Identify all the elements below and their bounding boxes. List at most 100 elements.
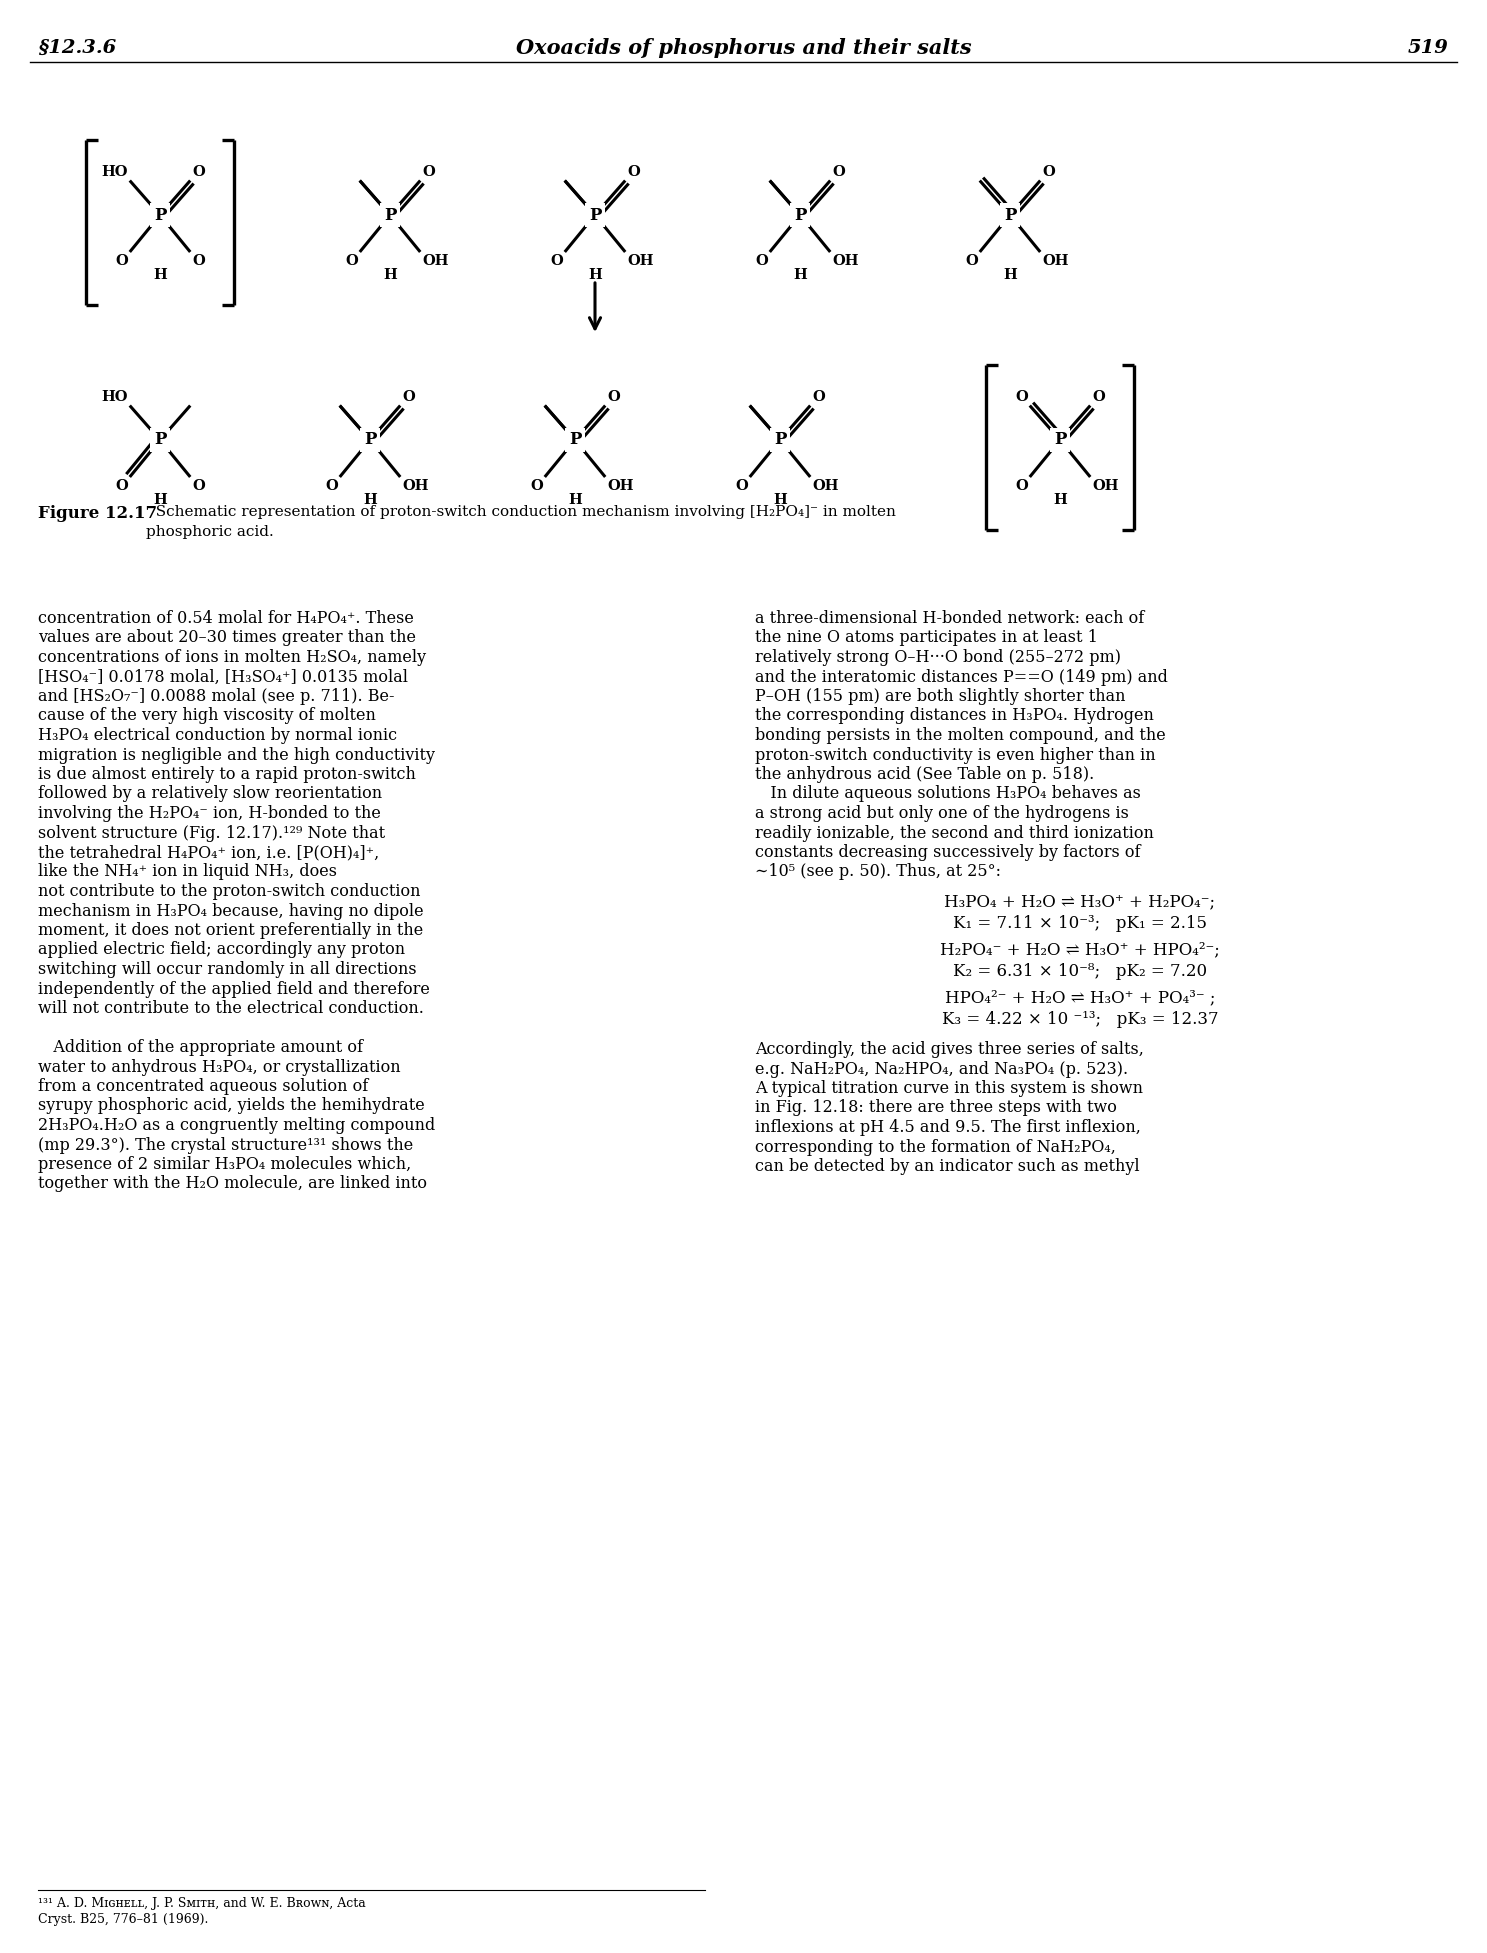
Text: (mp 29.3°). The crystal structure¹³¹ shows the: (mp 29.3°). The crystal structure¹³¹ sho…	[39, 1137, 413, 1154]
Text: OH: OH	[833, 254, 858, 268]
Text: P: P	[364, 432, 376, 449]
Text: HO: HO	[101, 164, 128, 178]
Text: will not contribute to the electrical conduction.: will not contribute to the electrical co…	[39, 1000, 424, 1018]
Text: applied electric field; accordingly any proton: applied electric field; accordingly any …	[39, 941, 404, 959]
Text: presence of 2 similar H₃PO₄ molecules which,: presence of 2 similar H₃PO₄ molecules wh…	[39, 1156, 412, 1174]
Text: OH: OH	[403, 478, 428, 492]
Text: O: O	[812, 389, 825, 404]
Text: O: O	[735, 478, 748, 492]
Text: In dilute aqueous solutions H₃PO₄ behaves as: In dilute aqueous solutions H₃PO₄ behave…	[755, 785, 1141, 803]
Text: and the interatomic distances P==O (149 pm) and: and the interatomic distances P==O (149 …	[755, 668, 1167, 686]
Text: [HSO₄⁻] 0.0178 molal, [H₃SO₄⁺] 0.0135 molal: [HSO₄⁻] 0.0178 molal, [H₃SO₄⁺] 0.0135 mo…	[39, 668, 407, 686]
Text: Figure 12.17: Figure 12.17	[39, 506, 158, 521]
Text: HPO₄²⁻ + H₂O ⇌ H₃O⁺ + PO₄³⁻ ;: HPO₄²⁻ + H₂O ⇌ H₃O⁺ + PO₄³⁻ ;	[944, 988, 1215, 1006]
Text: H₃PO₄ electrical conduction by normal ionic: H₃PO₄ electrical conduction by normal io…	[39, 727, 397, 744]
Text: H: H	[773, 492, 787, 508]
Text: concentration of 0.54 molal for H₄PO₄⁺. These: concentration of 0.54 molal for H₄PO₄⁺. …	[39, 609, 413, 627]
Text: H: H	[153, 492, 167, 508]
Text: H: H	[384, 268, 397, 281]
Text: OH: OH	[1093, 478, 1118, 492]
Text: H: H	[568, 492, 581, 508]
Text: OH: OH	[812, 478, 839, 492]
Text: H: H	[1053, 492, 1066, 508]
Text: not contribute to the proton-switch conduction: not contribute to the proton-switch cond…	[39, 883, 421, 900]
Text: followed by a relatively slow reorientation: followed by a relatively slow reorientat…	[39, 785, 382, 803]
Text: O: O	[965, 254, 978, 268]
Text: Accordingly, the acid gives three series of salts,: Accordingly, the acid gives three series…	[755, 1041, 1144, 1059]
Text: K₂ = 6.31 × 10⁻⁸;   pK₂ = 7.20: K₂ = 6.31 × 10⁻⁸; pK₂ = 7.20	[953, 963, 1207, 980]
Text: OH: OH	[628, 254, 654, 268]
Text: P: P	[153, 432, 167, 449]
Text: O: O	[755, 254, 767, 268]
Text: OH: OH	[607, 478, 633, 492]
Text: inflexions at pH 4.5 and 9.5. The first inflexion,: inflexions at pH 4.5 and 9.5. The first …	[755, 1119, 1141, 1137]
Text: P: P	[153, 207, 167, 223]
Text: can be detected by an indicator such as methyl: can be detected by an indicator such as …	[755, 1158, 1139, 1176]
Text: H₃PO₄ + H₂O ⇌ H₃O⁺ + H₂PO₄⁻;: H₃PO₄ + H₂O ⇌ H₃O⁺ + H₂PO₄⁻;	[944, 893, 1215, 910]
Text: O: O	[114, 254, 128, 268]
Text: moment, it does not orient preferentially in the: moment, it does not orient preferentiall…	[39, 922, 424, 939]
Text: proton-switch conductivity is even higher than in: proton-switch conductivity is even highe…	[755, 746, 1155, 764]
Text: H: H	[153, 268, 167, 281]
Text: OH: OH	[1042, 254, 1069, 268]
Text: is due almost entirely to a rapid proton-switch: is due almost entirely to a rapid proton…	[39, 766, 416, 783]
Text: from a concentrated aqueous solution of: from a concentrated aqueous solution of	[39, 1078, 369, 1096]
Text: OH: OH	[422, 254, 449, 268]
Text: O: O	[833, 164, 845, 178]
Text: P: P	[1004, 207, 1016, 223]
Text: H: H	[1004, 268, 1017, 281]
Text: constants decreasing successively by factors of: constants decreasing successively by fac…	[755, 844, 1141, 861]
Text: P: P	[794, 207, 806, 223]
Text: the tetrahedral H₄PO₄⁺ ion, i.e. [P(OH)₄]⁺,: the tetrahedral H₄PO₄⁺ ion, i.e. [P(OH)₄…	[39, 844, 379, 861]
Text: O: O	[607, 389, 620, 404]
Text: ¹³¹ A. D. Mɪɢʜᴇʟʟ, J. P. Sᴍɪᴛʜ, and W. E. Bʀᴏᴡɴ, Acta: ¹³¹ A. D. Mɪɢʜᴇʟʟ, J. P. Sᴍɪᴛʜ, and W. E…	[39, 1896, 366, 1910]
Text: Oxoacids of phosphorus and their salts: Oxoacids of phosphorus and their salts	[516, 37, 971, 59]
Text: P: P	[384, 207, 396, 223]
Text: K₃ = 4.22 × 10 ⁻¹³;   pK₃ = 12.37: K₃ = 4.22 × 10 ⁻¹³; pK₃ = 12.37	[941, 1012, 1218, 1027]
Text: O: O	[529, 478, 543, 492]
Text: O: O	[1016, 478, 1028, 492]
Text: A typical titration curve in this system is shown: A typical titration curve in this system…	[755, 1080, 1144, 1098]
Text: P: P	[570, 432, 581, 449]
Text: H: H	[363, 492, 376, 508]
Text: cause of the very high viscosity of molten: cause of the very high viscosity of molt…	[39, 707, 376, 725]
Text: relatively strong O–H···O bond (255–272 pm): relatively strong O–H···O bond (255–272 …	[755, 648, 1121, 666]
Text: 519: 519	[1408, 39, 1448, 57]
Text: involving the H₂PO₄⁻ ion, H-bonded to the: involving the H₂PO₄⁻ ion, H-bonded to th…	[39, 805, 381, 822]
Text: mechanism in H₃PO₄ because, having no dipole: mechanism in H₃PO₄ because, having no di…	[39, 902, 424, 920]
Text: a three-dimensional H-bonded network: each of: a three-dimensional H-bonded network: ea…	[755, 609, 1145, 627]
Text: like the NH₄⁺ ion in liquid NH₃, does: like the NH₄⁺ ion in liquid NH₃, does	[39, 863, 338, 881]
Text: H₂PO₄⁻ + H₂O ⇌ H₃O⁺ + HPO₄²⁻;: H₂PO₄⁻ + H₂O ⇌ H₃O⁺ + HPO₄²⁻;	[940, 941, 1219, 959]
Text: the anhydrous acid (See Table on p. 518).: the anhydrous acid (See Table on p. 518)…	[755, 766, 1094, 783]
Text: O: O	[326, 478, 338, 492]
Text: O: O	[192, 478, 205, 492]
Text: 2H₃PO₄.H₂O as a congruently melting compound: 2H₃PO₄.H₂O as a congruently melting comp…	[39, 1117, 436, 1135]
Text: water to anhydrous H₃PO₄, or crystallization: water to anhydrous H₃PO₄, or crystalliza…	[39, 1059, 400, 1076]
Text: migration is negligible and the high conductivity: migration is negligible and the high con…	[39, 746, 436, 764]
Text: O: O	[192, 164, 205, 178]
Text: in Fig. 12.18: there are three steps with two: in Fig. 12.18: there are three steps wit…	[755, 1100, 1117, 1117]
Text: P: P	[589, 207, 601, 223]
Text: a strong acid but only one of the hydrogens is: a strong acid but only one of the hydrog…	[755, 805, 1129, 822]
Text: ∼10⁵ (see p. 50). Thus, at 25°:: ∼10⁵ (see p. 50). Thus, at 25°:	[755, 863, 1001, 881]
Text: readily ionizable, the second and third ionization: readily ionizable, the second and third …	[755, 824, 1154, 842]
Text: e.g. NaH₂PO₄, Na₂HPO₄, and Na₃PO₄ (p. 523).: e.g. NaH₂PO₄, Na₂HPO₄, and Na₃PO₄ (p. 52…	[755, 1060, 1129, 1078]
Text: K₁ = 7.11 × 10⁻³;   pK₁ = 2.15: K₁ = 7.11 × 10⁻³; pK₁ = 2.15	[953, 916, 1207, 932]
Text: O: O	[114, 478, 128, 492]
Text: O: O	[422, 164, 436, 178]
Text: O: O	[1042, 164, 1054, 178]
Text: the corresponding distances in H₃PO₄. Hydrogen: the corresponding distances in H₃PO₄. Hy…	[755, 707, 1154, 725]
Text: Cryst. B25, 776–81 (1969).: Cryst. B25, 776–81 (1969).	[39, 1914, 208, 1926]
Text: and [HS₂O₇⁻] 0.0088 molal (see p. 711). Be-: and [HS₂O₇⁻] 0.0088 molal (see p. 711). …	[39, 687, 394, 705]
Text: O: O	[192, 254, 205, 268]
Text: P–OH (155 pm) are both slightly shorter than: P–OH (155 pm) are both slightly shorter …	[755, 687, 1126, 705]
Text: O: O	[628, 164, 639, 178]
Text: H: H	[793, 268, 807, 281]
Text: values are about 20–30 times greater than the: values are about 20–30 times greater tha…	[39, 629, 416, 646]
Text: O: O	[345, 254, 358, 268]
Text: P: P	[1054, 432, 1066, 449]
Text: O: O	[1093, 389, 1105, 404]
Text: concentrations of ions in molten H₂SO₄, namely: concentrations of ions in molten H₂SO₄, …	[39, 648, 427, 666]
Text: phosphoric acid.: phosphoric acid.	[146, 525, 274, 539]
Text: solvent structure (Fig. 12.17).¹²⁹ Note that: solvent structure (Fig. 12.17).¹²⁹ Note …	[39, 824, 385, 842]
